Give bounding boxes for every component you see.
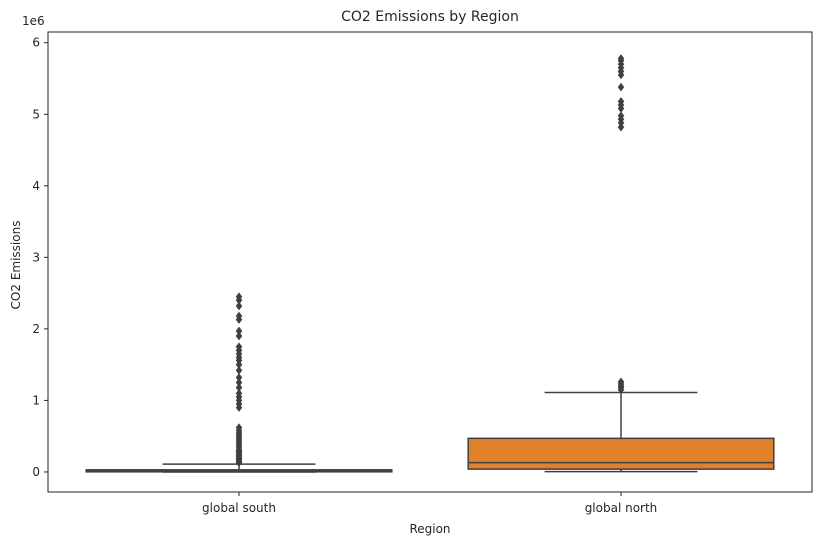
outlier-point [235,292,243,302]
outlier-point [617,54,625,63]
outlier-point [235,331,243,341]
outlier-point [235,423,243,433]
x-tick-label: global south [202,501,276,515]
outlier-point [617,82,625,92]
outlier-point [235,342,243,352]
plot-area: 0 1 2 3 4 5 6 global south global north [32,31,813,515]
outlier-point [235,373,243,382]
y-tick-label: 0 [32,465,40,479]
y-tick-label: 6 [32,36,40,50]
x-axis-label: Region [409,522,450,536]
y-tick-label: 5 [32,107,40,121]
y-tick-label: 4 [32,179,40,193]
y-axis-offset-label: 1e6 [22,14,45,28]
outlier-point [617,96,625,106]
outlier-point [235,311,243,321]
y-tick-label: 3 [32,250,40,264]
outlier-point [235,388,243,398]
y-tick-label: 1 [32,393,40,407]
outlier-point [235,383,243,392]
outlier-point [235,365,243,375]
outlier-point [617,377,625,387]
y-axis-label: CO2 Emissions [9,221,23,310]
chart-title: CO2 Emissions by Region [341,9,519,25]
y-tick-label: 2 [32,322,40,336]
outlier-point [617,111,625,121]
x-tick-label: global north [585,501,658,515]
outlier-point [235,326,243,336]
box-global-north [467,437,775,470]
plot-frame [47,31,813,493]
outlier-point [235,378,243,387]
outlier-point [235,301,243,311]
